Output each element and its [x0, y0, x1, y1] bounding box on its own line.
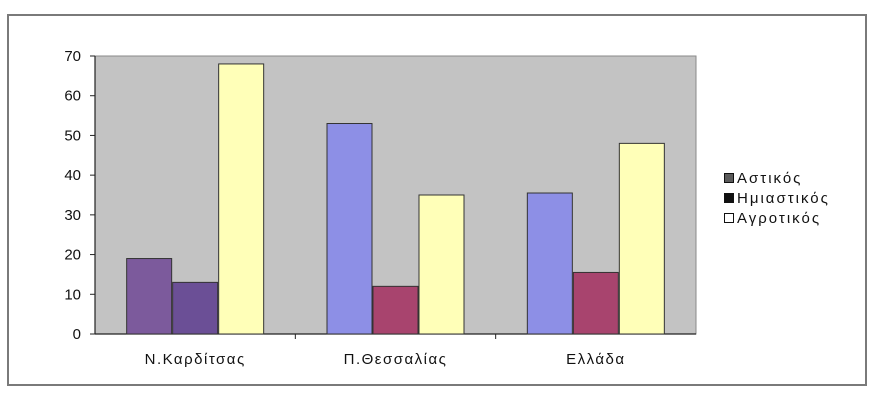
chart-frame: 0 10 20 30 40 50 60 70 Ν.Καρδίτσας Π.Θεσσαλίας Ελλ…	[7, 14, 867, 386]
legend-swatch-semi-urban	[724, 193, 734, 203]
legend-item-rural: Αγροτικός	[724, 208, 830, 228]
legend-label-rural: Αγροτικός	[737, 209, 822, 227]
y-tick-label: 40	[64, 167, 81, 184]
bar	[372, 285, 419, 335]
bar	[418, 194, 465, 335]
bar	[126, 258, 173, 335]
y-tick-label: 60	[64, 88, 81, 105]
x-tick-label: Ελλάδα	[566, 351, 625, 368]
bars	[126, 63, 665, 335]
bar-chart: 0 10 20 30 40 50 60 70 Ν.Καρδίτσας Π.Θεσσαλίας Ελλ…	[64, 48, 697, 368]
legend-swatch-rural	[724, 213, 734, 223]
x-tick-label: Π.Θεσσαλίας	[344, 351, 448, 368]
legend-item-semi-urban: Ημιαστικός	[724, 188, 830, 208]
y-tick-label: 50	[64, 127, 81, 144]
legend-swatch-urban	[724, 173, 734, 183]
legend: Αστικός Ημιαστικός Αγροτικός	[724, 168, 830, 228]
y-tick-label: 0	[73, 326, 81, 343]
bar	[172, 281, 219, 335]
bar	[326, 123, 373, 335]
y-tick-label: 70	[64, 48, 81, 65]
bar	[572, 271, 619, 335]
bar	[218, 63, 265, 335]
legend-label-semi-urban: Ημιαστικός	[737, 189, 830, 207]
x-tick-label: Ν.Καρδίτσας	[145, 351, 246, 368]
y-tick-label: 10	[64, 286, 81, 303]
y-tick-label: 30	[64, 207, 81, 224]
bar	[618, 142, 665, 335]
legend-item-urban: Αστικός	[724, 168, 830, 188]
y-tick-label: 20	[64, 247, 81, 264]
legend-label-urban: Αστικός	[737, 169, 803, 187]
bar	[526, 192, 573, 335]
axis-labels: 0 10 20 30 40 50 60 70 Ν.Καρδίτσας Π.Θεσσαλίας Ελλ…	[64, 48, 625, 368]
